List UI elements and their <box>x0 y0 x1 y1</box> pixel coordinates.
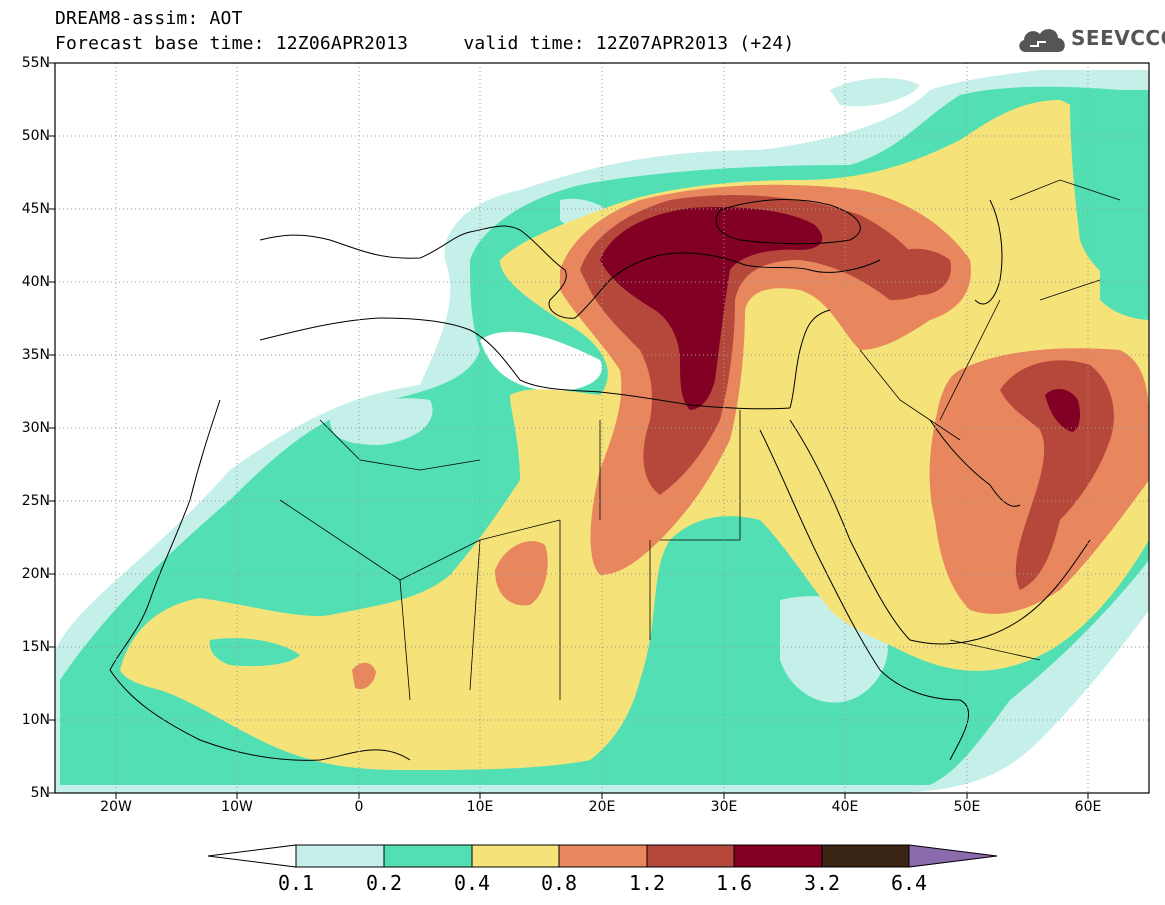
aot-hole-1 <box>480 331 602 391</box>
colorbar-label: 0.4 <box>453 871 491 895</box>
coastline-gulf <box>929 419 1021 507</box>
colorbar-extend-low <box>207 844 297 868</box>
lat-label: 35N <box>21 347 50 363</box>
aot-island-1 <box>658 527 764 644</box>
lon-label: 30E <box>710 799 738 815</box>
lat-label: 15N <box>21 639 50 655</box>
colorbar-extend-high <box>908 844 998 868</box>
lon-label: 10W <box>221 799 253 815</box>
lon-label: 60E <box>1074 799 1102 815</box>
lon-label: 40E <box>831 799 859 815</box>
coastline-red-sea <box>759 429 881 671</box>
colorbar-swatch-6 <box>733 844 823 868</box>
colorbar-swatch-7 <box>821 844 910 868</box>
coastline-black-sea <box>715 199 861 245</box>
aot-band-1.2b <box>889 248 951 295</box>
colorbar-swatch-5 <box>646 844 735 868</box>
lat-label: 5N <box>30 785 50 801</box>
lon-label: 10E <box>466 799 494 815</box>
colorbar-label: 0.2 <box>365 871 403 895</box>
lat-label: 30N <box>21 420 50 436</box>
coastline-north-africa <box>259 317 791 410</box>
axis-ticks <box>49 62 1089 799</box>
aot-hole-2 <box>330 398 433 445</box>
coastline-arabia <box>789 419 1091 645</box>
coastline-caspian <box>974 199 1003 305</box>
chart-subtitle: Forecast base time: 12Z06APR2013 valid t… <box>55 33 795 54</box>
colorbar-swatch-4 <box>558 844 648 868</box>
colorbar <box>207 844 998 868</box>
lon-label: 20E <box>588 799 616 815</box>
seevccc-logo: SEEVCCC <box>1016 20 1165 60</box>
coastline-levant <box>789 309 831 409</box>
colorbar-label: 3.2 <box>803 871 841 895</box>
aot-island-2 <box>209 638 300 667</box>
lon-label: 50E <box>953 799 981 815</box>
aot-band-0.8c <box>495 541 548 606</box>
grid <box>55 63 1149 793</box>
lat-label: 45N <box>21 201 50 217</box>
logo-text: SEEVCCC <box>1071 26 1165 50</box>
chart-title: DREAM8-assim: AOT <box>55 8 243 29</box>
colorbar-swatch-3 <box>471 844 560 868</box>
lon-label: 20W <box>100 799 132 815</box>
colorbar-label: 0.1 <box>277 871 315 895</box>
cloud-icon <box>1019 29 1065 52</box>
lat-label: 40N <box>21 274 50 290</box>
border-lines <box>279 179 1121 701</box>
lat-label: 55N <box>21 55 50 71</box>
coastlines <box>109 179 1121 761</box>
lat-label: 50N <box>21 128 50 144</box>
colorbar-label: 1.6 <box>715 871 753 895</box>
lat-label: 10N <box>21 712 50 728</box>
colorbar-swatch-1 <box>295 844 385 868</box>
colorbar-label: 0.8 <box>540 871 578 895</box>
colorbar-swatch-2 <box>383 844 473 868</box>
aot-band-0.1b <box>830 78 920 107</box>
coastline-europe <box>259 225 881 319</box>
lon-label: 0 <box>354 799 364 815</box>
coastline-west-africa <box>109 399 411 761</box>
aot-band-0.8d <box>352 662 376 690</box>
lat-label: 20N <box>21 566 50 582</box>
aot-band-1.2c <box>1000 360 1114 590</box>
colorbar-label: 1.2 <box>628 871 666 895</box>
aot-island-3 <box>1070 100 1149 300</box>
aot-band-1.6 <box>600 207 823 410</box>
coastline-horn <box>879 669 970 761</box>
colorbar-label: 6.4 <box>890 871 928 895</box>
aot-band-1.6b <box>1045 388 1080 432</box>
lat-label: 25N <box>21 493 50 509</box>
